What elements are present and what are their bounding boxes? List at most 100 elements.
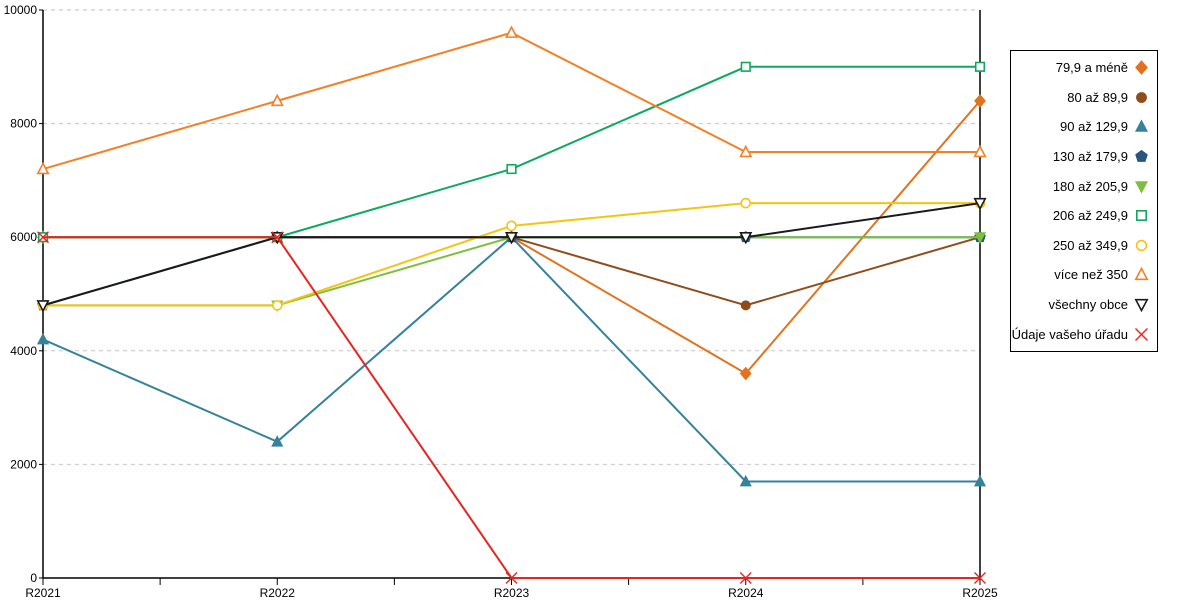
data-point-marker — [740, 61, 751, 72]
y-axis-label: 8000 — [10, 117, 37, 131]
pentagon-marker-icon — [1135, 149, 1148, 162]
data-point-marker — [739, 232, 753, 245]
x-stroke — [505, 572, 518, 584]
legend-item-label: 80 až 89,9 — [1067, 89, 1128, 105]
x-axis-label: R2025 — [962, 586, 998, 600]
series-6 — [37, 197, 986, 311]
x-stroke — [974, 572, 986, 584]
y-axis-label: 6000 — [10, 230, 37, 244]
diamond-marker-icon — [1135, 60, 1148, 76]
data-point-marker — [504, 25, 519, 38]
data-point-marker — [739, 572, 752, 584]
legend-marker-shape — [1134, 298, 1149, 313]
legend-item-label: 180 až 205,9 — [1052, 178, 1128, 194]
series-line-1 — [43, 236, 981, 307]
x-axis-label: R2023 — [494, 586, 530, 600]
legend-item[interactable]: 250 až 349,9 — [1011, 231, 1157, 261]
data-point-marker — [739, 366, 752, 381]
legend-marker-shape — [1136, 210, 1147, 222]
legend-item[interactable]: 80 až 89,9 — [1011, 83, 1157, 113]
triangle-down-marker-icon — [1134, 298, 1149, 313]
x-stroke — [739, 572, 752, 584]
series-line-8 — [42, 202, 981, 307]
series-line-7 — [42, 31, 980, 171]
legend-item[interactable]: 180 až 205,9 — [1011, 171, 1157, 201]
series-line-3 — [42, 236, 980, 307]
legend-item[interactable]: 90 až 129,9 — [1011, 112, 1157, 142]
y-axis-label: 4000 — [10, 344, 37, 358]
circle-marker-icon — [1135, 239, 1148, 252]
x-stroke — [1135, 327, 1148, 341]
legend-item-label: 250 až 349,9 — [1052, 237, 1128, 253]
triangle-up-marker-icon — [1134, 267, 1149, 281]
x-axis-label: R2022 — [260, 586, 296, 600]
square-marker-icon — [1136, 210, 1147, 222]
y-axis-label: 0 — [30, 571, 37, 585]
y-axis-label: 2000 — [10, 457, 37, 471]
data-point-marker — [504, 232, 519, 245]
series-4 — [36, 232, 987, 312]
data-point-marker — [36, 332, 50, 345]
data-point-marker — [974, 94, 986, 108]
x-axis-label: R2021 — [25, 586, 61, 600]
legend-item-label: 79,9 a méně — [1055, 60, 1128, 76]
data-point-marker — [506, 163, 517, 175]
data-point-marker — [506, 220, 517, 232]
legend-item[interactable]: více než 350 — [1011, 260, 1157, 290]
chart-legend: 79,9 a méně 80 až 89,9 90 až 129,9 130 až 1… — [1010, 50, 1158, 352]
legend-item-label: Údaje vašeho úřadu — [1011, 326, 1128, 342]
triangle-down-marker-icon — [1134, 180, 1149, 194]
data-point-marker — [740, 197, 752, 209]
x-axis-label: R2024 — [728, 586, 764, 600]
x-stroke — [37, 231, 49, 244]
data-point-marker — [37, 231, 49, 244]
data-point-marker — [270, 93, 284, 107]
series-7 — [36, 25, 987, 175]
data-point-marker — [973, 232, 987, 244]
triangle-up-marker-icon — [1134, 119, 1149, 133]
data-point-marker — [974, 61, 986, 72]
data-point-marker — [36, 161, 50, 175]
circle-marker-icon — [1136, 91, 1147, 103]
data-point-marker — [973, 197, 987, 211]
series-9 — [37, 231, 986, 584]
data-point-marker — [739, 474, 752, 487]
legend-item[interactable]: všechny obce — [1011, 290, 1157, 320]
legend-item[interactable]: 130 až 179,9 — [1011, 142, 1157, 172]
data-point-marker — [740, 300, 751, 311]
legend-item-label: 206 až 249,9 — [1052, 208, 1128, 224]
legend-item[interactable]: 206 až 249,9 — [1011, 201, 1157, 231]
legend-item-label: více než 350 — [1054, 267, 1128, 283]
data-point-marker — [505, 572, 518, 584]
legend-item[interactable]: Údaje vašeho úřadu — [1011, 319, 1157, 349]
legend-item-label: 130 až 179,9 — [1052, 149, 1128, 165]
series-line-4 — [43, 236, 980, 307]
series-2 — [36, 230, 987, 487]
legend-marker-shape — [1135, 239, 1148, 252]
series-line-6 — [43, 202, 980, 307]
data-point-marker — [973, 144, 987, 158]
legend-marker-shape — [1135, 60, 1148, 76]
legend-marker-shape — [1134, 267, 1149, 281]
x-marker-icon — [1135, 327, 1148, 341]
series-line-2 — [42, 235, 980, 483]
legend-marker-shape — [1135, 327, 1148, 341]
data-point-marker — [271, 300, 283, 311]
data-point-marker — [739, 144, 753, 158]
legend-marker-shape — [1134, 180, 1149, 194]
y-axis-label: 10000 — [4, 3, 38, 17]
x-stroke — [271, 231, 284, 244]
data-point-marker — [271, 435, 284, 447]
data-point-marker — [974, 572, 986, 584]
legend-marker-shape — [1136, 91, 1147, 103]
series-line-9 — [43, 236, 980, 579]
series-8 — [36, 197, 987, 313]
data-point-marker — [973, 474, 987, 487]
legend-item[interactable]: 79,9 a méně — [1011, 53, 1157, 83]
data-point-marker — [36, 300, 50, 313]
legend-marker-shape — [1135, 149, 1148, 162]
legend-marker-shape — [1134, 119, 1149, 133]
legend-item-label: 90 až 129,9 — [1060, 119, 1128, 135]
legend-item-label: všechny obce — [1048, 297, 1129, 313]
